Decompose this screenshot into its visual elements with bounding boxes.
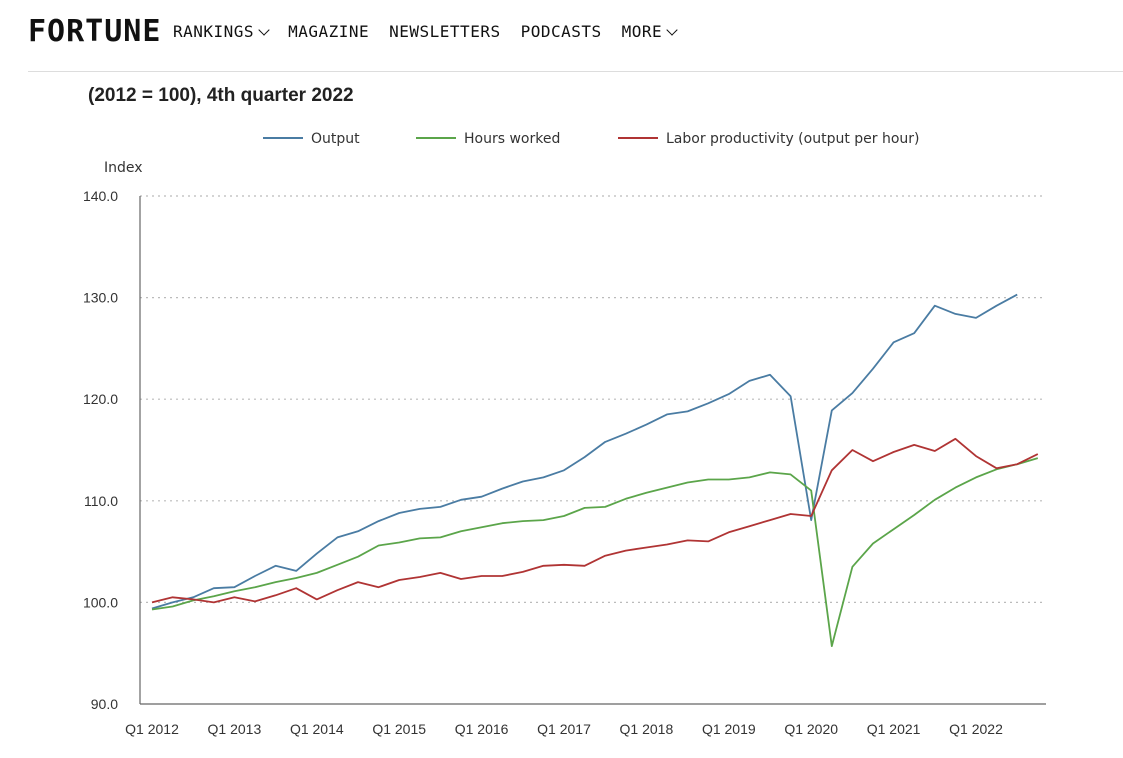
y-tick-label: 140.0 xyxy=(83,188,118,204)
nav-item-magazine[interactable]: MAGAZINE xyxy=(288,22,369,41)
legend-label: Hours worked xyxy=(464,131,560,147)
nav-item-rankings[interactable]: RANKINGS xyxy=(173,22,270,41)
header-divider xyxy=(28,71,1123,72)
nav-item-podcasts[interactable]: PODCASTS xyxy=(521,22,602,41)
x-tick-label: Q1 2013 xyxy=(208,721,262,737)
y-tick-label: 120.0 xyxy=(83,391,118,407)
x-tick-label: Q1 2016 xyxy=(455,721,509,737)
chart-axes: 140.0 130.0 120.0 110.0 100.0 90.0 Q1 2012 Q1 2… xyxy=(83,188,1046,737)
legend-label: Output xyxy=(311,131,360,147)
legend-label: Labor productivity (output per hour) xyxy=(666,131,920,147)
x-tick-label: Q1 2022 xyxy=(949,721,1003,737)
nav-item-label: RANKINGS xyxy=(173,22,255,41)
y-tick-label: 90.0 xyxy=(91,696,118,712)
chart-legend: Output Hours worked Labor productivity (ou… xyxy=(263,131,920,147)
y-tick-label: 110.0 xyxy=(84,493,118,509)
y-tick-label: 100.0 xyxy=(83,594,118,610)
y-tick-label: 130.0 xyxy=(83,290,118,306)
nav-item-label: MORE xyxy=(621,22,663,41)
series-line xyxy=(151,293,1018,610)
nav-item-more[interactable]: MORE xyxy=(621,22,678,41)
chart-title: (2012 = 100), 4th quarter 2022 xyxy=(88,85,354,106)
x-tick-label: Q1 2014 xyxy=(290,721,344,737)
chart-series xyxy=(151,293,1039,647)
y-axis-label: Index xyxy=(104,160,143,176)
nav-item-newsletters[interactable]: NEWSLETTERS xyxy=(389,22,500,41)
x-tick-label: Q1 2020 xyxy=(784,721,838,737)
main-nav: RANKINGS MAGAZINE NEWSLETTERS PODCASTS M… xyxy=(173,22,696,41)
top-navigation-bar: FORTUNE RANKINGS MAGAZINE NEWSLETTERS PO… xyxy=(0,0,1123,70)
series-line xyxy=(151,437,1039,604)
x-tick-label: Q1 2021 xyxy=(867,721,921,737)
chart-grid xyxy=(140,195,1046,604)
nav-item-label: PODCASTS xyxy=(520,22,602,41)
x-tick-label: Q1 2019 xyxy=(702,721,756,737)
x-tick-label: Q1 2015 xyxy=(372,721,426,737)
nav-item-label: NEWSLETTERS xyxy=(389,22,501,41)
x-tick-label: Q1 2018 xyxy=(620,721,674,737)
series-line xyxy=(151,457,1039,647)
nav-item-label: MAGAZINE xyxy=(288,22,370,41)
fortune-logo[interactable]: FORTUNE xyxy=(28,14,162,49)
x-tick-label: Q1 2012 xyxy=(125,721,179,737)
x-tick-label: Q1 2017 xyxy=(537,721,591,737)
